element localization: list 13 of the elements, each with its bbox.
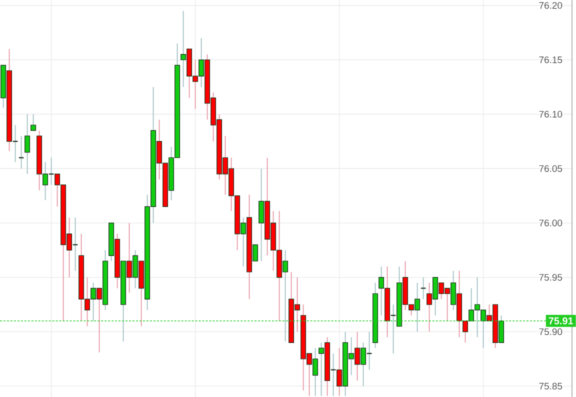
candlestick [420,276,426,300]
candlestick [18,135,24,170]
candlestick [30,114,36,132]
y-tick-label: 75.95 [539,274,562,281]
y-tick-label: 76.15 [539,56,562,64]
y-tick-label: 76.10 [539,110,562,118]
y-tick-label: 75.85 [539,382,562,390]
y-tick-label: 76.05 [539,165,562,172]
ref-line-label: 75.91 [548,317,574,324]
y-tick-label: 76.00 [539,220,562,226]
candlestick [24,114,30,175]
y-tick-label: 75.90 [539,328,562,336]
y-tick-label: 76.20 [539,2,562,9]
